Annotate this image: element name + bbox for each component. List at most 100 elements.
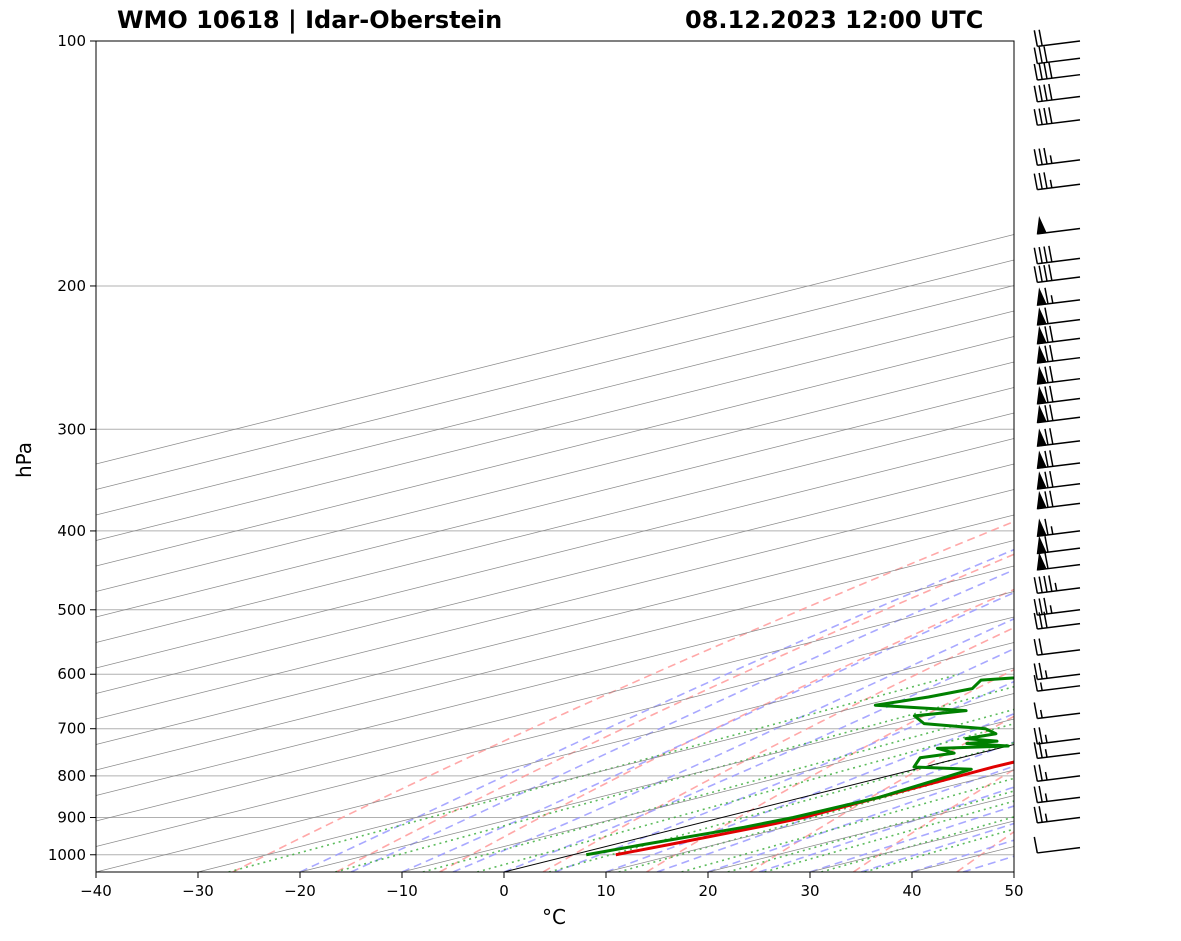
wind-barb — [1033, 638, 1081, 656]
wind-barb — [1036, 404, 1081, 424]
mixing-ratio-line — [681, 777, 1014, 872]
isotherm — [605, 769, 1014, 872]
isotherm — [96, 387, 1014, 618]
wind-barb — [1036, 307, 1081, 326]
moist-adiabat — [860, 822, 1014, 872]
wind-barb — [1033, 806, 1081, 824]
mixing-ratio-line — [476, 722, 1014, 872]
wind-barbs — [1033, 29, 1081, 854]
x-tick-label: 50 — [1004, 882, 1023, 900]
x-tick-label: 10 — [596, 882, 615, 900]
isotherm — [96, 259, 1014, 490]
x-tick-label: 0 — [499, 882, 509, 900]
isotherm — [96, 285, 1014, 516]
moist-adiabat — [758, 786, 1014, 872]
isotherm — [299, 693, 1014, 872]
wind-barb — [1033, 147, 1081, 166]
wind-barb — [1033, 172, 1081, 191]
isotherm — [96, 361, 1014, 592]
wind-barb — [1036, 450, 1081, 470]
y-tick-label: 100 — [57, 32, 86, 50]
isotherm — [96, 591, 1014, 822]
wind-barb — [1036, 365, 1081, 385]
isotherm — [96, 642, 1014, 872]
wind-barb — [1033, 245, 1081, 265]
wind-barb — [1036, 470, 1081, 490]
mixing-ratio-line — [228, 673, 960, 872]
isotherm — [96, 514, 1014, 745]
x-tick-label: −20 — [284, 882, 316, 900]
wind-barb — [1033, 785, 1081, 804]
isotherm — [96, 565, 1014, 796]
wind-barb — [1036, 428, 1081, 447]
wind-barb — [1036, 385, 1081, 405]
wind-barb — [1036, 344, 1081, 364]
moist-adiabat — [452, 617, 1014, 872]
isotherm — [96, 412, 1014, 643]
mixing-ratio-lines — [228, 673, 1014, 872]
plot-frame — [95, 40, 1015, 873]
y-tick-label: 200 — [57, 277, 86, 295]
moist-adiabat — [299, 548, 1014, 872]
wind-barb — [1033, 264, 1081, 284]
mixing-ratio-line — [422, 708, 1014, 872]
wind-barb — [1033, 575, 1081, 594]
x-tick-label: −40 — [80, 882, 112, 900]
x-tick-label: 30 — [800, 882, 819, 900]
y-axis-label: hPa — [12, 442, 36, 478]
chart-title-datetime: 08.12.2023 12:00 UTC — [685, 6, 984, 34]
moist-adiabat — [503, 647, 1014, 872]
y-tick-label: 500 — [57, 601, 86, 619]
mixing-ratio-line — [727, 790, 1014, 872]
isotherm — [96, 540, 1014, 771]
y-tick-label: 800 — [57, 767, 86, 785]
wind-barb — [1036, 518, 1081, 537]
wind-barb — [1033, 62, 1081, 81]
isotherm — [96, 310, 1014, 541]
y-tick-label: 1000 — [48, 846, 86, 864]
sounding-profiles — [585, 676, 1014, 857]
y-tick-label: 600 — [57, 665, 86, 683]
wind-barb — [1033, 29, 1081, 48]
wind-barb — [1033, 764, 1081, 782]
x-tick-label: 40 — [902, 882, 921, 900]
dry-adiabat — [335, 553, 1014, 872]
dry-adiabat — [646, 668, 1014, 872]
dry-adiabat — [749, 715, 1014, 872]
isotherms — [96, 41, 1181, 872]
moist-adiabat — [809, 805, 1014, 872]
isotherm — [96, 234, 1014, 465]
x-tick-label: −30 — [182, 882, 214, 900]
wind-barb — [1033, 83, 1081, 103]
isotherm — [96, 336, 1014, 567]
x-axis-ticks: −40 −30 −20 −10 0 10 20 30 40 50 — [80, 872, 1024, 900]
wind-barb — [1033, 662, 1081, 681]
wind-barb — [1033, 597, 1081, 616]
y-tick-label: 300 — [57, 420, 86, 438]
wind-barb — [1036, 216, 1081, 235]
dry-adiabat — [1060, 41, 1181, 872]
wind-barb — [1033, 107, 1081, 126]
dry-adiabat — [1164, 41, 1181, 872]
y-tick-label: 700 — [57, 720, 86, 738]
isotherm — [197, 667, 1014, 872]
zero-isotherm — [503, 743, 1014, 872]
dry-adiabat — [439, 588, 1014, 872]
isotherm — [1116, 41, 1181, 872]
moist-adiabat — [656, 741, 1014, 872]
y-tick-label: 900 — [57, 809, 86, 827]
x-axis-label: °C — [542, 905, 566, 929]
wind-barb — [1033, 836, 1081, 854]
moist-adiabat — [350, 569, 1014, 872]
x-tick-label: −10 — [386, 882, 418, 900]
moist-adiabat — [605, 712, 1014, 872]
chart-title-station: WMO 10618 | Idar-Oberstein — [117, 6, 503, 34]
pressure-gridlines — [96, 41, 1014, 856]
y-tick-label: 400 — [57, 522, 86, 540]
x-tick-label: 20 — [698, 882, 717, 900]
moist-adiabat — [554, 680, 1014, 872]
wind-barb — [1033, 702, 1081, 720]
dry-adiabat — [232, 520, 1014, 872]
wind-barb — [1036, 325, 1081, 345]
